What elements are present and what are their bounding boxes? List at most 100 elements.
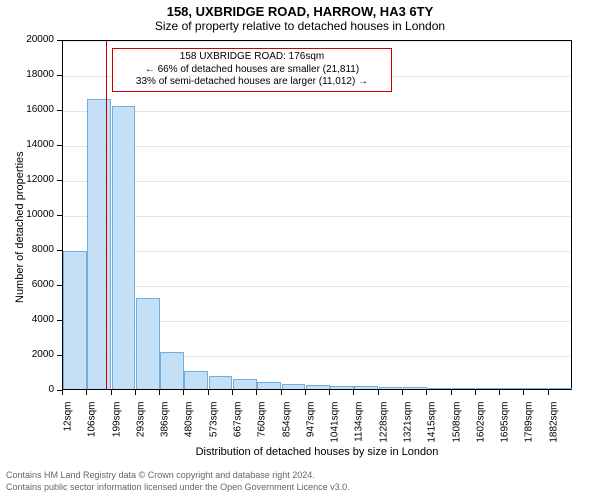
xtick-label: 480sqm [184, 402, 195, 452]
footer-licence: Contains public sector information licen… [6, 482, 350, 494]
xtick-mark [378, 390, 379, 395]
xtick-label: 1789sqm [524, 402, 535, 452]
xtick-mark [208, 390, 209, 395]
histogram-bar [500, 388, 524, 389]
histogram-bar [136, 298, 160, 389]
histogram-bar [160, 352, 184, 389]
xtick-label: 1134sqm [354, 402, 365, 452]
histogram-bar [379, 387, 403, 389]
ytick-mark [57, 355, 62, 356]
ygrid-line [63, 286, 571, 287]
xtick-mark [451, 390, 452, 395]
ytick-label: 18000 [0, 69, 54, 80]
ytick-mark [57, 180, 62, 181]
xtick-mark [183, 390, 184, 395]
annotation-line: ← 66% of detached houses are smaller (21… [117, 64, 387, 77]
xtick-mark [256, 390, 257, 395]
chart-title: 158, UXBRIDGE ROAD, HARROW, HA3 6TY [0, 0, 600, 19]
ytick-label: 4000 [0, 314, 54, 325]
xtick-label: 1041sqm [330, 402, 341, 452]
chart-subtitle: Size of property relative to detached ho… [0, 19, 600, 33]
annotation-line: 33% of semi-detached houses are larger (… [117, 76, 387, 89]
xtick-mark [86, 390, 87, 395]
ytick-mark [57, 250, 62, 251]
xtick-mark [111, 390, 112, 395]
ytick-mark [57, 110, 62, 111]
annotation-box: 158 UXBRIDGE ROAD: 176sqm← 66% of detach… [112, 48, 392, 92]
xtick-label: 947sqm [305, 402, 316, 452]
ygrid-line [63, 111, 571, 112]
histogram-bar [549, 388, 573, 389]
xtick-mark [353, 390, 354, 395]
ytick-label: 16000 [0, 104, 54, 115]
ytick-label: 0 [0, 384, 54, 395]
xtick-mark [281, 390, 282, 395]
histogram-bar [233, 379, 257, 389]
xtick-label: 573sqm [208, 402, 219, 452]
xtick-label: 106sqm [87, 402, 98, 452]
xtick-label: 854sqm [281, 402, 292, 452]
ytick-mark [57, 145, 62, 146]
xtick-label: 1415sqm [427, 402, 438, 452]
histogram-bar [427, 388, 451, 389]
xtick-label: 1695sqm [500, 402, 511, 452]
ytick-mark [57, 320, 62, 321]
xtick-label: 386sqm [160, 402, 171, 452]
xtick-mark [523, 390, 524, 395]
chart-plot-area [62, 40, 572, 390]
ytick-label: 12000 [0, 174, 54, 185]
xtick-mark [159, 390, 160, 395]
ygrid-line [63, 181, 571, 182]
histogram-bar [282, 384, 306, 389]
xtick-mark [475, 390, 476, 395]
xtick-mark [135, 390, 136, 395]
histogram-bar [112, 106, 136, 390]
xtick-label: 12sqm [63, 402, 74, 452]
ytick-label: 2000 [0, 349, 54, 360]
xtick-label: 1508sqm [451, 402, 462, 452]
ytick-label: 10000 [0, 209, 54, 220]
xtick-mark [402, 390, 403, 395]
ytick-mark [57, 40, 62, 41]
histogram-bar [306, 385, 330, 389]
xtick-label: 1228sqm [378, 402, 389, 452]
footer-copyright: Contains HM Land Registry data © Crown c… [6, 470, 315, 482]
histogram-bar [354, 386, 378, 389]
histogram-bar [476, 388, 500, 389]
histogram-bar [524, 388, 548, 389]
histogram-bar [452, 388, 476, 389]
histogram-bar [403, 387, 427, 389]
ygrid-line [63, 216, 571, 217]
ytick-label: 20000 [0, 34, 54, 45]
histogram-bar [209, 376, 233, 389]
histogram-bar [87, 99, 111, 390]
xtick-mark [426, 390, 427, 395]
xtick-label: 293sqm [135, 402, 146, 452]
xtick-label: 199sqm [111, 402, 122, 452]
xtick-label: 667sqm [233, 402, 244, 452]
histogram-bar [257, 382, 281, 389]
histogram-bar [63, 251, 87, 389]
xtick-label: 1602sqm [475, 402, 486, 452]
ygrid-line [63, 146, 571, 147]
histogram-bar [184, 371, 208, 389]
ytick-mark [57, 215, 62, 216]
xtick-mark [232, 390, 233, 395]
xtick-mark [62, 390, 63, 395]
xtick-label: 760sqm [257, 402, 268, 452]
ytick-label: 6000 [0, 279, 54, 290]
xtick-mark [548, 390, 549, 395]
xtick-mark [305, 390, 306, 395]
ygrid-line [63, 41, 571, 42]
ytick-label: 8000 [0, 244, 54, 255]
xtick-mark [329, 390, 330, 395]
subject-marker-line [106, 41, 107, 389]
xtick-mark [499, 390, 500, 395]
ytick-label: 14000 [0, 139, 54, 150]
ytick-mark [57, 75, 62, 76]
annotation-line: 158 UXBRIDGE ROAD: 176sqm [117, 51, 387, 64]
histogram-bar [330, 386, 354, 390]
xtick-label: 1321sqm [403, 402, 414, 452]
xtick-label: 1882sqm [548, 402, 559, 452]
ygrid-line [63, 251, 571, 252]
